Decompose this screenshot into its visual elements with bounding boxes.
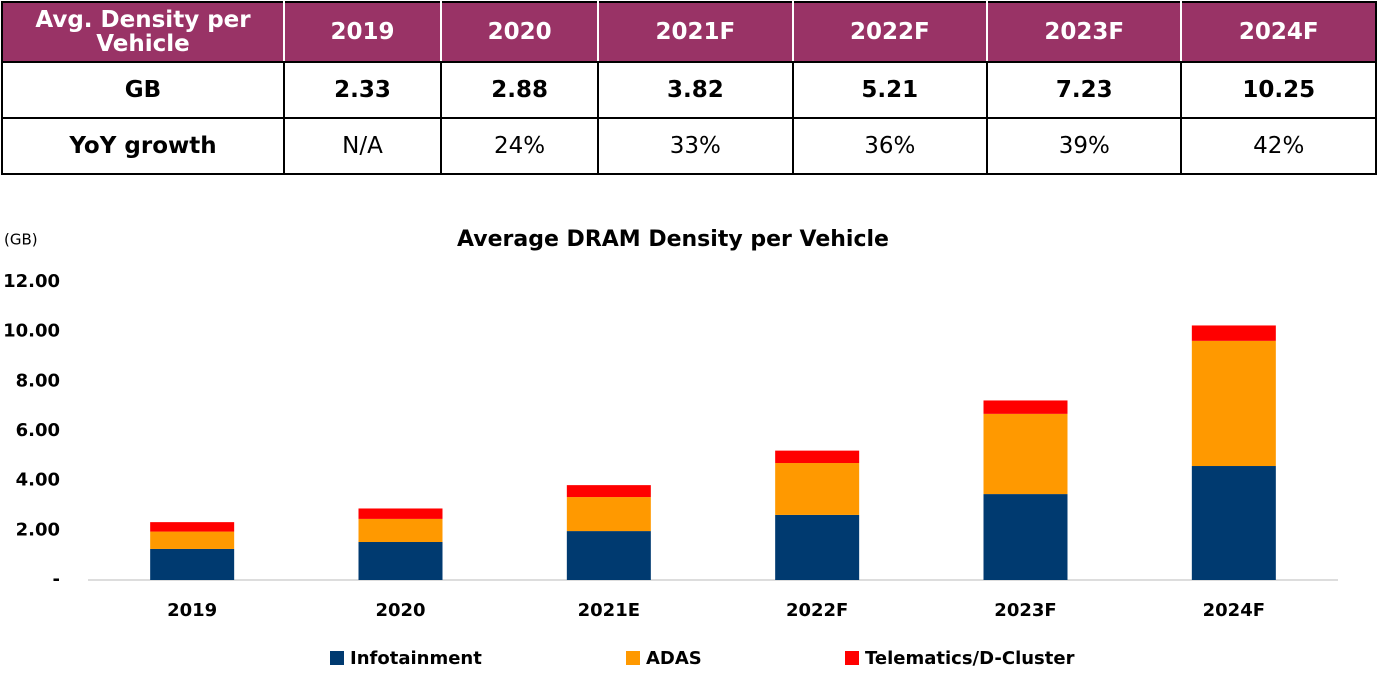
table-cell: 39% bbox=[986, 117, 1183, 175]
legend-label: Telematics/D-Cluster bbox=[865, 648, 1075, 669]
table-cell: 5.21 bbox=[791, 61, 989, 119]
table-cell: 7.23 bbox=[986, 61, 1183, 119]
table-cell: 36% bbox=[791, 117, 989, 175]
table-cell: 2.88 bbox=[440, 61, 600, 119]
table-cell: N/A bbox=[282, 117, 443, 175]
x-tick-label: 2023F bbox=[994, 600, 1056, 621]
table-cell: 3.82 bbox=[597, 61, 794, 119]
legend-swatch bbox=[845, 651, 859, 665]
table-row: Avg. Density per Vehicle 2019 2020 2021F 202… bbox=[1, 1, 1377, 63]
bar-segment bbox=[358, 508, 443, 519]
bar-segment bbox=[983, 413, 1068, 495]
bar-segment bbox=[775, 463, 860, 515]
bar-segment bbox=[150, 531, 235, 549]
table-cell: GB bbox=[1, 61, 285, 119]
bar-segment bbox=[1191, 340, 1276, 467]
bar-segment bbox=[358, 518, 443, 543]
y-tick-label: 12.00 bbox=[3, 271, 60, 292]
x-tick-label: 2022F bbox=[786, 600, 848, 621]
table-cell: 10.25 bbox=[1180, 61, 1377, 119]
bar-segment bbox=[775, 450, 860, 464]
y-tick-label: 4.00 bbox=[16, 470, 60, 491]
bar-segment bbox=[983, 400, 1068, 414]
bar-segment bbox=[566, 485, 651, 498]
y-axis-label: (GB) bbox=[4, 231, 38, 249]
legend-label: ADAS bbox=[646, 648, 702, 669]
bar-segment bbox=[1191, 325, 1276, 341]
legend-label: Infotainment bbox=[350, 648, 482, 669]
bar-segment bbox=[150, 548, 235, 580]
table-cell: 2022F bbox=[791, 1, 989, 63]
y-tick-label: 2.00 bbox=[16, 519, 60, 540]
bar-segment bbox=[566, 497, 651, 532]
table-row: YoY growth N/A 24% 33% 36% 39% 42% bbox=[1, 117, 1377, 175]
chart-title: Average DRAM Density per Vehicle bbox=[457, 227, 889, 252]
bar-segment bbox=[150, 522, 235, 532]
bar-segment bbox=[1191, 466, 1276, 580]
x-tick-label: 2021E bbox=[578, 600, 640, 621]
table-cell: Avg. Density per Vehicle bbox=[1, 1, 285, 63]
table-cell: 24% bbox=[440, 117, 600, 175]
table-cell: YoY growth bbox=[1, 117, 285, 175]
bar-segment bbox=[983, 494, 1068, 580]
table-cell: 2019 bbox=[282, 1, 443, 63]
y-tick-label: 6.00 bbox=[16, 420, 60, 441]
y-tick-label: - bbox=[53, 569, 60, 590]
table-row: GB 2.33 2.88 3.82 5.21 7.23 10.25 bbox=[1, 61, 1377, 119]
x-tick-label: 2024F bbox=[1203, 600, 1265, 621]
bar-segment bbox=[358, 542, 443, 580]
x-tick-label: 2020 bbox=[375, 600, 425, 621]
table-cell: 33% bbox=[597, 117, 794, 175]
bar-segment bbox=[566, 531, 651, 580]
density-table: Avg. Density per Vehicle 2019 2020 2021F 202… bbox=[1, 1, 1377, 175]
table-cell: 2.33 bbox=[282, 61, 443, 119]
legend-swatch bbox=[330, 651, 344, 665]
y-tick-label: 10.00 bbox=[3, 321, 60, 342]
table-cell: 2021F bbox=[597, 1, 794, 63]
legend-swatch bbox=[626, 651, 640, 665]
y-tick-label: 8.00 bbox=[16, 370, 60, 391]
x-tick-label: 2019 bbox=[167, 600, 217, 621]
table-cell: 42% bbox=[1180, 117, 1377, 175]
bar-segment bbox=[775, 514, 860, 580]
table-cell: 2020 bbox=[440, 1, 600, 63]
table-cell: 2023F bbox=[986, 1, 1183, 63]
table-cell: 2024F bbox=[1180, 1, 1377, 63]
